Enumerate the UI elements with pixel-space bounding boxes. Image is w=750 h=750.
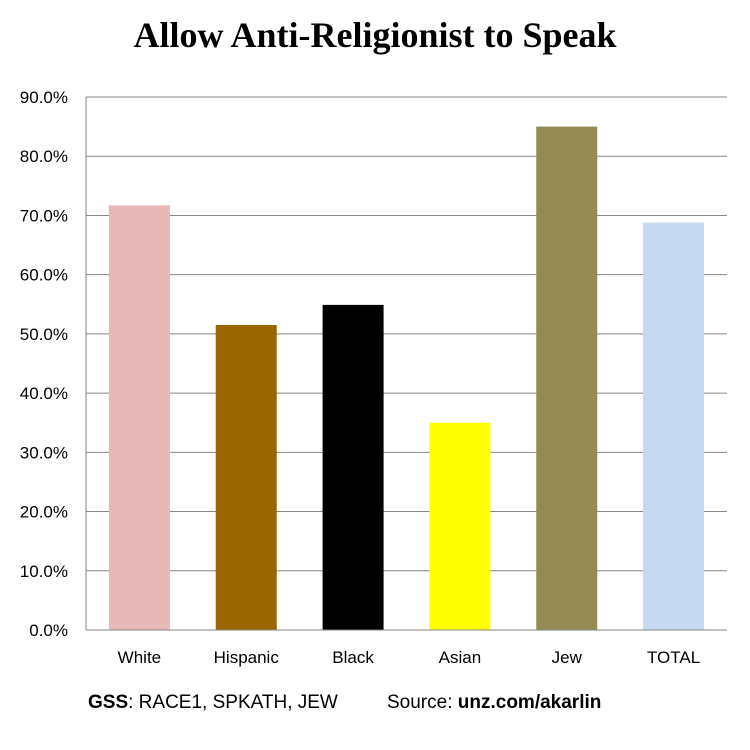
bar-jew	[536, 126, 598, 630]
source-label: Source:	[387, 692, 458, 713]
bar-asian	[429, 422, 491, 630]
bar-black	[322, 304, 384, 630]
y-tick-label: 10.0%	[20, 562, 68, 581]
footer-gss: GSS: RACE1, SPKATH, JEW	[88, 692, 338, 714]
source-url: unz.com/akarlin	[457, 692, 602, 713]
x-tick-label: TOTAL	[647, 648, 700, 667]
bar-total	[643, 222, 705, 630]
gss-label: GSS	[88, 692, 129, 713]
gss-vars: : RACE1, SPKATH, JEW	[128, 692, 338, 713]
x-tick-label: Black	[332, 648, 374, 667]
y-tick-label: 70.0%	[20, 206, 68, 225]
x-tick-label: Asian	[439, 648, 482, 667]
y-tick-label: 90.0%	[20, 88, 68, 107]
x-tick-label: Jew	[552, 648, 583, 667]
axes: 0.0% 10.0% 20.0% 30.0% 40.0% 50.0% 60.0% 70.0% 8…	[20, 88, 727, 667]
y-tick-label: 50.0%	[20, 325, 68, 344]
footer-source: Source: unz.com/akarlin	[387, 692, 601, 714]
x-tick-label: White	[118, 648, 161, 667]
y-tick-label: 80.0%	[20, 147, 68, 166]
y-tick-label: 40.0%	[20, 384, 68, 403]
y-tick-label: 20.0%	[20, 503, 68, 522]
x-tick-label: Hispanic	[214, 648, 280, 667]
bar-white	[108, 205, 170, 631]
bar-hispanic	[215, 325, 277, 630]
y-tick-label: 60.0%	[20, 266, 68, 285]
bars	[108, 126, 705, 631]
gridlines	[86, 96, 727, 572]
chart-title: Allow Anti-Religionist to Speak	[133, 15, 617, 55]
y-tick-label: 30.0%	[20, 443, 68, 462]
y-tick-label: 0.0%	[29, 621, 68, 640]
